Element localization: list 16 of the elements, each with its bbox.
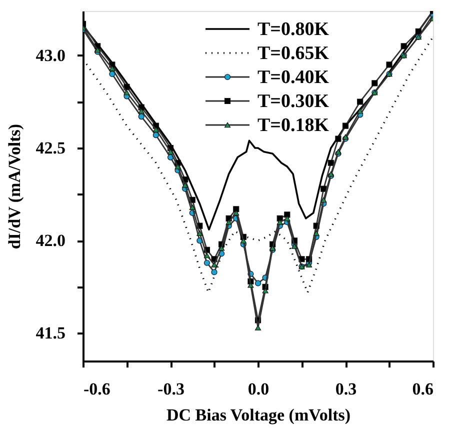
legend-label: T=0.18K [258,115,330,136]
legend-label: T=0.65K [258,43,330,64]
legend-label: T=0.80K [258,19,330,40]
x-tick-label: -0.6 [84,380,110,398]
x-tick-label: -0.3 [158,380,184,398]
x-tick-label: 0.0 [248,380,270,398]
x-tick-label: 0.3 [335,380,357,398]
x-tick-label: 0.6 [412,380,434,398]
y-tick-label: 42.5 [36,138,66,158]
y-tick-label: 41.5 [36,324,66,343]
x-axis-title: DC Bias Voltage (mVolts) [166,406,351,424]
legend-label: T=0.40K [258,67,330,88]
y-axis-title: dI/dV (mA/Volts) [4,124,24,250]
y-tick-label: 42.0 [36,231,66,250]
legend-label: T=0.30K [258,91,330,112]
y-tick-label: 43.0 [36,46,66,65]
